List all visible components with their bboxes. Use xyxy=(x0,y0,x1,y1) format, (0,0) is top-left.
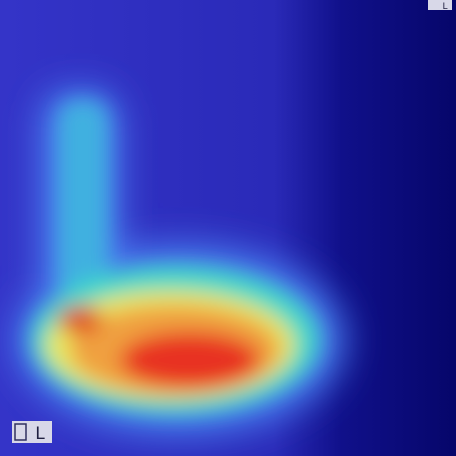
marker-label: L xyxy=(442,2,447,12)
marker-box xyxy=(12,421,52,443)
marker-label: L xyxy=(35,424,45,444)
marker-icon xyxy=(14,423,27,441)
marker-box xyxy=(428,0,452,10)
heat-core xyxy=(30,100,320,415)
